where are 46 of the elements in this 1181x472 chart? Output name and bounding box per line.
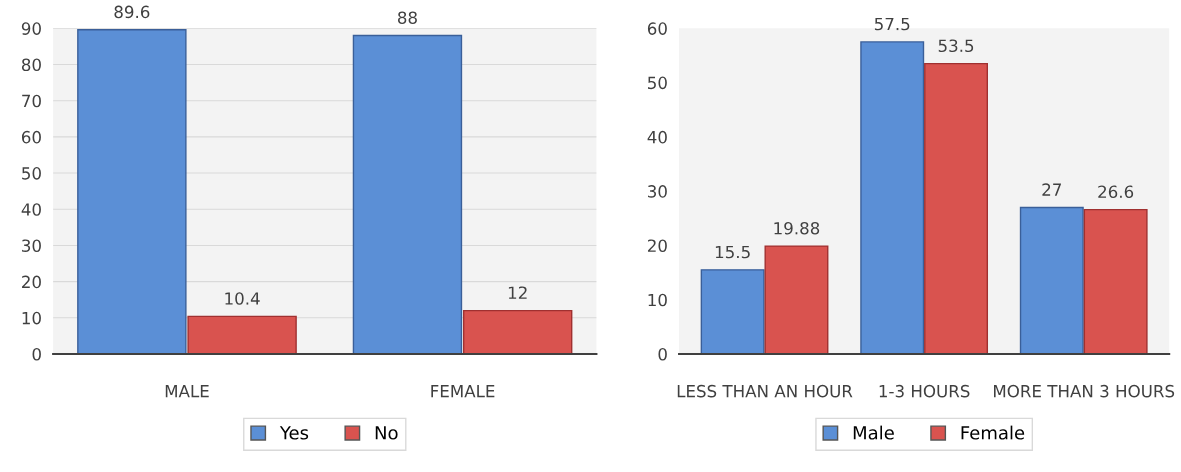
y-tick-label: 10 [648, 293, 667, 307]
y-tick-label: 30 [648, 185, 667, 198]
bar [764, 245, 829, 354]
legend-label: No [375, 426, 398, 440]
x-tick-label: LESS THAN AN HOUR [677, 384, 853, 398]
x-tick-label: FEMALE [431, 385, 495, 398]
y-tick-label: 30 [22, 239, 41, 253]
y-tick-label: 20 [22, 275, 41, 289]
data-label: 19.88 [774, 221, 820, 235]
y-tick-label: 20 [647, 239, 667, 253]
y-tick-label: 0 [658, 347, 667, 361]
y-tick-label: 40 [21, 203, 41, 216]
x-tick-label: MORE THAN 3 HOURS [994, 384, 1175, 398]
bar [1019, 206, 1084, 354]
y-tick-label: 40 [647, 130, 667, 144]
legend-label: Female [961, 425, 1025, 440]
y-tick-label: 80 [21, 58, 41, 72]
y-tick-label: 10 [22, 311, 41, 325]
x-tick-label: 1-3 HOURS [879, 384, 970, 398]
x-tick-label: MALE [165, 385, 209, 398]
y-tick-label: 60 [647, 22, 667, 35]
y-tick-label: 50 [648, 76, 667, 90]
bar [924, 62, 989, 354]
data-label: 12 [508, 286, 527, 299]
data-label: 57.5 [874, 17, 910, 31]
data-label: 26.6 [1098, 185, 1134, 199]
y-tick-label: 90 [21, 22, 41, 35]
data-label: 27 [1042, 183, 1061, 196]
y-tick-label: 70 [22, 94, 41, 108]
bar [860, 41, 925, 354]
data-label: 53.5 [938, 39, 974, 53]
y-tick-label: 60 [21, 130, 41, 144]
bar [187, 315, 297, 354]
data-label: 89.6 [114, 5, 150, 19]
bar [700, 269, 765, 354]
bar [1083, 208, 1148, 354]
y-tick-label: 50 [22, 167, 41, 180]
legend-label: Male [853, 425, 894, 440]
data-label: 10.4 [225, 292, 260, 305]
legend-label: Yes [279, 426, 309, 440]
bar [352, 34, 463, 354]
bar [462, 309, 573, 354]
data-label: 15.5 [715, 245, 750, 259]
y-tick-label: 0 [32, 347, 41, 361]
bar [77, 29, 187, 354]
data-label: 88 [397, 11, 417, 24]
